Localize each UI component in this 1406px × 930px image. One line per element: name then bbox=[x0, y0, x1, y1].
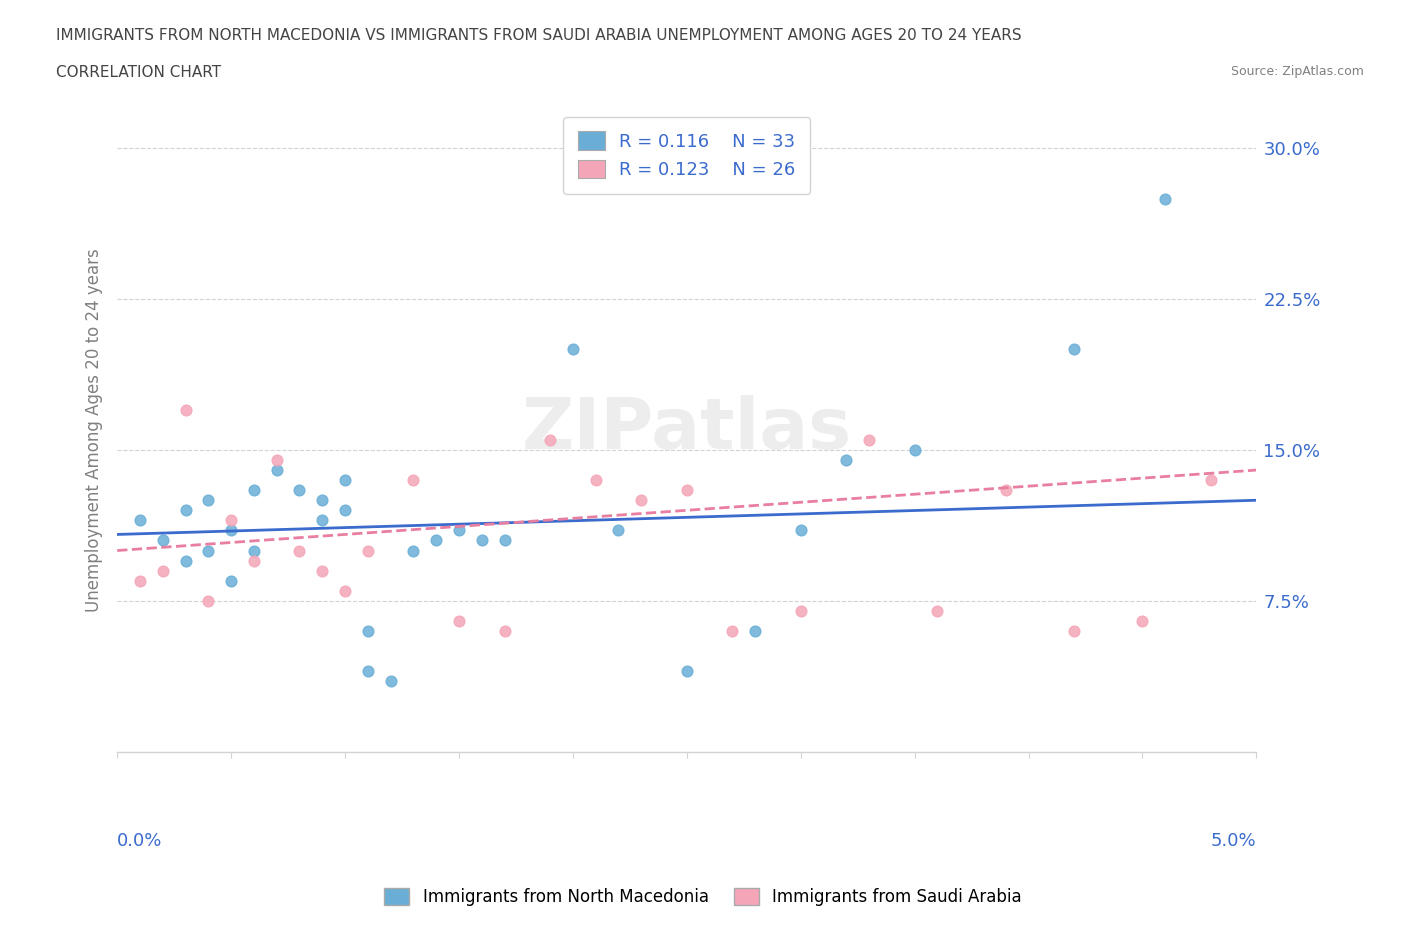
Point bbox=[311, 513, 333, 528]
Text: ZIPatlas: ZIPatlas bbox=[522, 395, 852, 464]
Point bbox=[219, 573, 242, 588]
Point bbox=[357, 623, 380, 638]
Point bbox=[333, 583, 356, 598]
Point bbox=[1063, 623, 1085, 638]
Text: 5.0%: 5.0% bbox=[1211, 832, 1257, 850]
Point bbox=[243, 543, 266, 558]
Point bbox=[1132, 614, 1154, 629]
Point bbox=[904, 443, 927, 458]
Text: Source: ZipAtlas.com: Source: ZipAtlas.com bbox=[1230, 65, 1364, 78]
Point bbox=[333, 503, 356, 518]
Point bbox=[197, 593, 219, 608]
Point bbox=[152, 564, 174, 578]
Point bbox=[266, 453, 288, 468]
Point bbox=[243, 553, 266, 568]
Point bbox=[538, 432, 561, 447]
Point bbox=[425, 533, 447, 548]
Point bbox=[1199, 472, 1222, 487]
Point bbox=[585, 472, 607, 487]
Point bbox=[447, 614, 470, 629]
Legend: Immigrants from North Macedonia, Immigrants from Saudi Arabia: Immigrants from North Macedonia, Immigra… bbox=[378, 881, 1028, 912]
Point bbox=[402, 472, 425, 487]
Point bbox=[789, 523, 811, 538]
Point bbox=[129, 573, 152, 588]
Text: 0.0%: 0.0% bbox=[117, 832, 163, 850]
Point bbox=[288, 543, 311, 558]
Point bbox=[219, 523, 242, 538]
Point bbox=[311, 493, 333, 508]
Point bbox=[380, 674, 402, 689]
Point bbox=[174, 503, 197, 518]
Point bbox=[835, 453, 858, 468]
Point bbox=[744, 623, 766, 638]
Point bbox=[789, 604, 811, 618]
Point bbox=[311, 564, 333, 578]
Point bbox=[174, 553, 197, 568]
Point bbox=[994, 483, 1017, 498]
Point bbox=[243, 483, 266, 498]
Point bbox=[494, 623, 516, 638]
Point bbox=[927, 604, 949, 618]
Point bbox=[402, 543, 425, 558]
Point bbox=[333, 472, 356, 487]
Point bbox=[152, 533, 174, 548]
Point bbox=[858, 432, 880, 447]
Point bbox=[675, 483, 697, 498]
Text: CORRELATION CHART: CORRELATION CHART bbox=[56, 65, 221, 80]
Point bbox=[197, 543, 219, 558]
Point bbox=[288, 483, 311, 498]
Point bbox=[266, 462, 288, 477]
Point bbox=[471, 533, 494, 548]
Point bbox=[447, 523, 470, 538]
Point bbox=[675, 664, 697, 679]
Legend: R = 0.116    N = 33, R = 0.123    N = 26: R = 0.116 N = 33, R = 0.123 N = 26 bbox=[564, 117, 810, 193]
Point bbox=[630, 493, 652, 508]
Text: IMMIGRANTS FROM NORTH MACEDONIA VS IMMIGRANTS FROM SAUDI ARABIA UNEMPLOYMENT AMO: IMMIGRANTS FROM NORTH MACEDONIA VS IMMIG… bbox=[56, 28, 1022, 43]
Point bbox=[494, 533, 516, 548]
Point bbox=[357, 543, 380, 558]
Point bbox=[174, 403, 197, 418]
Point bbox=[357, 664, 380, 679]
Point bbox=[607, 523, 630, 538]
Point bbox=[561, 342, 583, 357]
Point bbox=[219, 513, 242, 528]
Point bbox=[197, 493, 219, 508]
Point bbox=[721, 623, 744, 638]
Point bbox=[1154, 191, 1177, 206]
Point bbox=[129, 513, 152, 528]
Y-axis label: Unemployment Among Ages 20 to 24 years: Unemployment Among Ages 20 to 24 years bbox=[86, 248, 103, 612]
Point bbox=[1063, 342, 1085, 357]
